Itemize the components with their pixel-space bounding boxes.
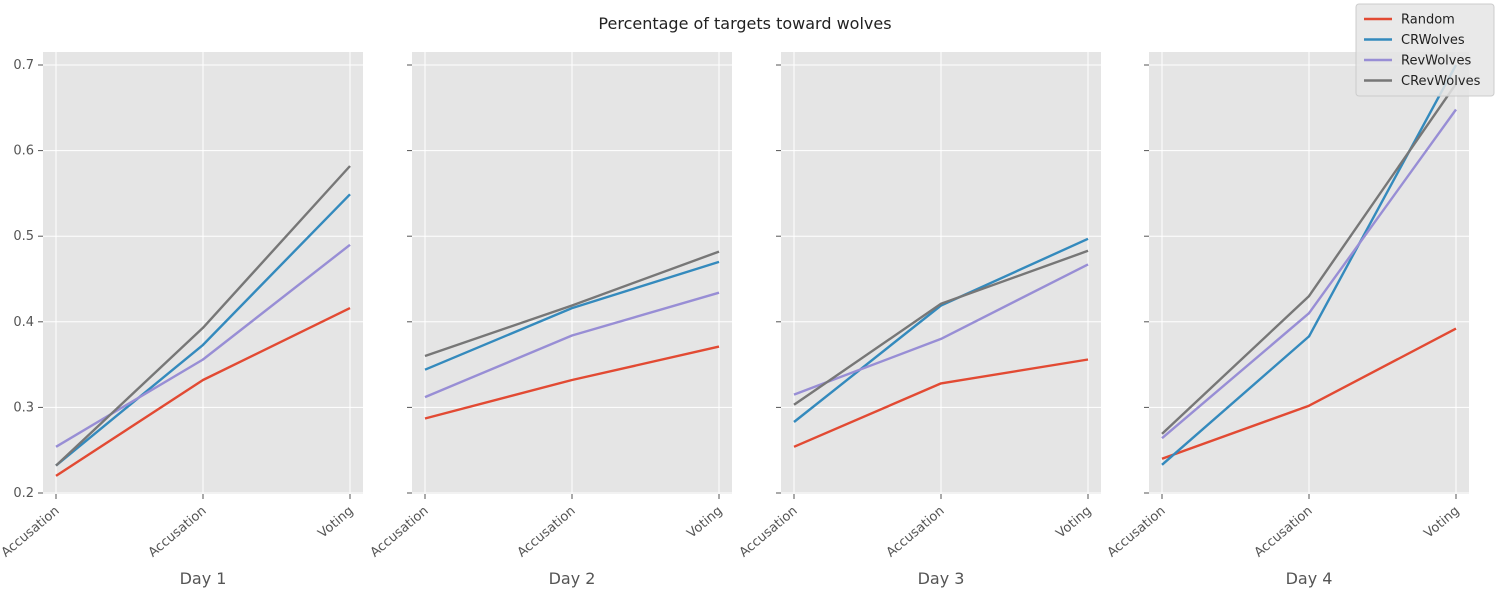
x-axis-label: Day 4 <box>1286 569 1333 588</box>
x-tick-label: Accusation <box>884 504 948 561</box>
panels: 0.2 0.3 0.4 0.5 0.6 0.7 Accusation Accusation Vo… <box>0 52 1469 588</box>
legend-item-random: Random <box>1364 13 1455 28</box>
x-tick-label: Accusation <box>368 504 432 561</box>
series-line-revwolves <box>424 291 720 399</box>
legend-box <box>1355 3 1495 97</box>
x-axis-label: Day 1 <box>180 569 227 588</box>
x-tick-label: Voting <box>1421 504 1462 542</box>
x-tick-label: Accusation <box>1252 504 1316 561</box>
panel-4: Accusation Accusation Voting Day 4 <box>1105 52 1469 588</box>
series-line-crwolves <box>793 237 1089 423</box>
legend-item-revwolves: RevWolves <box>1364 54 1471 69</box>
x-axis-label: Day 3 <box>918 569 965 588</box>
series-line-random <box>55 307 351 477</box>
x-tick-label: Accusation <box>737 504 801 561</box>
x-tick-label: Voting <box>315 504 356 542</box>
panel-1: 0.2 0.3 0.4 0.5 0.6 0.7 Accusation Accusation Vo… <box>0 52 363 588</box>
legend: Random CRWolves RevWolves CRevWolves <box>1355 3 1495 97</box>
series-line-revwolves <box>1161 108 1457 440</box>
series-line-crevwolves <box>55 165 351 467</box>
series-line-crwolves <box>424 260 720 371</box>
x-tick-label: Voting <box>684 504 725 542</box>
y-tick-label: 0.6 <box>13 144 34 159</box>
chart-title: Percentage of targets toward wolves <box>598 14 891 33</box>
series-line-crwolves <box>55 193 351 467</box>
series-line-revwolves <box>55 243 351 448</box>
panel-2: Accusation Accusation Voting Day 2 <box>368 52 732 588</box>
x-tick-label: Voting <box>1053 504 1094 542</box>
legend-label: CRevWolves <box>1401 74 1481 89</box>
x-tick-label: Accusation <box>146 504 210 561</box>
panel-3: Accusation Accusation Voting Day 3 <box>737 52 1101 588</box>
y-tick-label: 0.4 <box>13 315 34 330</box>
legend-item-crevwolves: CRevWolves <box>1364 74 1481 89</box>
y-tick-label: 0.5 <box>13 229 34 244</box>
x-tick-label: Accusation <box>0 504 63 561</box>
legend-item-crwolves: CRWolves <box>1364 33 1465 48</box>
series-line-random <box>424 345 720 420</box>
y-tick-label: 0.3 <box>13 400 34 415</box>
y-tick-label: 0.2 <box>13 486 34 501</box>
x-tick-label: Accusation <box>515 504 579 561</box>
series-line-crevwolves <box>793 249 1089 406</box>
series-line-random <box>793 358 1089 448</box>
series-line-random <box>1161 327 1457 460</box>
y-tick-label: 0.7 <box>13 58 34 73</box>
x-axis-label: Day 2 <box>549 569 596 588</box>
legend-label: Random <box>1401 13 1455 28</box>
legend-label: CRWolves <box>1401 33 1465 48</box>
series-line-crevwolves <box>1161 83 1457 435</box>
series-line-revwolves <box>793 263 1089 396</box>
series-line-crevwolves <box>424 250 720 358</box>
legend-label: RevWolves <box>1401 54 1471 69</box>
x-tick-label: Accusation <box>1105 504 1169 561</box>
